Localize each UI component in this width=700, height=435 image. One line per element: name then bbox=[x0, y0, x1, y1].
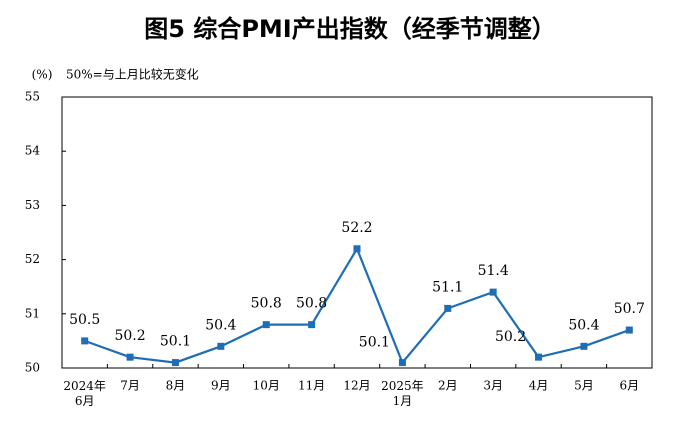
x-tick-label: 4月 bbox=[529, 379, 549, 393]
x-tick-label: 5月 bbox=[574, 379, 594, 393]
data-label: 50.8 bbox=[296, 296, 327, 312]
x-tick-label: 10月 bbox=[253, 379, 280, 393]
point bbox=[353, 245, 361, 253]
note: 50%=与上月比较无变化 bbox=[66, 67, 199, 82]
x-tick-label: 3月 bbox=[483, 379, 503, 393]
data-label: 52.2 bbox=[341, 220, 372, 236]
point bbox=[535, 353, 543, 361]
y-tick-label: 52 bbox=[25, 252, 40, 266]
data-label: 50.2 bbox=[114, 328, 145, 344]
point bbox=[398, 359, 406, 367]
point bbox=[308, 321, 316, 329]
data-label: 50.5 bbox=[69, 312, 100, 328]
y-tick-label: 55 bbox=[25, 90, 40, 104]
data-label: 51.1 bbox=[432, 279, 463, 295]
point bbox=[489, 288, 497, 296]
point bbox=[217, 342, 225, 350]
data-label: 50.4 bbox=[205, 317, 236, 333]
y-tick-label: 50 bbox=[25, 361, 40, 375]
x-tick-label: 9月 bbox=[211, 379, 231, 393]
data-label: 51.4 bbox=[478, 263, 509, 279]
y-tick-label: 53 bbox=[25, 198, 40, 212]
x-tick-label: 2025年 1月 bbox=[381, 379, 424, 408]
data-label: 50.7 bbox=[614, 301, 645, 317]
data-label: 50.1 bbox=[359, 335, 390, 351]
point bbox=[171, 359, 179, 367]
x-tick-label: 8月 bbox=[166, 379, 186, 393]
data-label: 50.4 bbox=[568, 317, 599, 333]
data-label: 50.1 bbox=[160, 334, 191, 350]
point bbox=[81, 337, 89, 345]
chart-title: 图5 综合PMI产出指数（经季节调整） bbox=[144, 15, 555, 43]
y-tick-label: 51 bbox=[25, 306, 40, 320]
point bbox=[625, 326, 633, 334]
x-tick-label: 2024年 6月 bbox=[63, 379, 106, 408]
x-tick-label: 11月 bbox=[298, 379, 325, 393]
point bbox=[262, 321, 270, 329]
x-tick-label: 7月 bbox=[120, 379, 140, 393]
y-unit: (%) bbox=[32, 68, 53, 82]
data-label: 50.2 bbox=[495, 329, 526, 345]
x-tick-label: 6月 bbox=[619, 379, 639, 393]
data-label: 50.8 bbox=[251, 296, 282, 312]
plot-frame bbox=[61, 96, 653, 369]
x-tick-label: 12月 bbox=[343, 379, 370, 393]
point bbox=[444, 304, 452, 312]
y-tick-label: 54 bbox=[25, 144, 41, 158]
point bbox=[580, 342, 588, 350]
point bbox=[126, 353, 134, 361]
x-tick-label: 2月 bbox=[438, 379, 458, 393]
